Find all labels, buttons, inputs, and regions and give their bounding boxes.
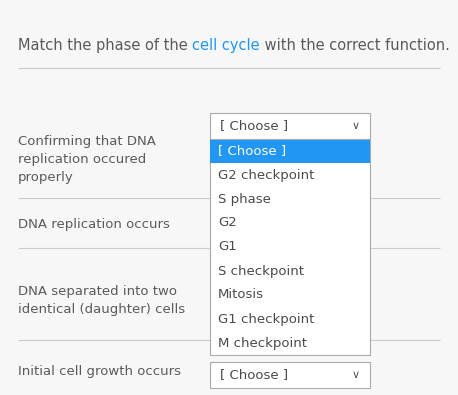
Text: Mitosis: Mitosis bbox=[218, 288, 264, 301]
Text: Match the phase of the: Match the phase of the bbox=[18, 38, 192, 53]
Text: Initial cell growth occurs: Initial cell growth occurs bbox=[18, 365, 181, 378]
Text: with the correct function.: with the correct function. bbox=[260, 38, 450, 53]
Text: G2: G2 bbox=[218, 216, 237, 229]
Text: M checkpoint: M checkpoint bbox=[218, 337, 307, 350]
Text: S checkpoint: S checkpoint bbox=[218, 265, 304, 278]
Text: G1 checkpoint: G1 checkpoint bbox=[218, 312, 314, 325]
Text: DNA separated into two
identical (daughter) cells: DNA separated into two identical (daught… bbox=[18, 285, 185, 316]
Bar bbox=[210, 139, 370, 355]
Bar bbox=[210, 139, 370, 163]
Text: ∨: ∨ bbox=[352, 370, 360, 380]
Bar bbox=[210, 362, 370, 388]
Text: DNA replication occurs: DNA replication occurs bbox=[18, 218, 170, 231]
Text: [ Choose ]: [ Choose ] bbox=[220, 120, 288, 132]
Text: Confirming that DNA
replication occured
properly: Confirming that DNA replication occured … bbox=[18, 135, 156, 184]
Text: ∨: ∨ bbox=[352, 121, 360, 131]
Text: cell cycle: cell cycle bbox=[192, 38, 260, 53]
Text: G2 checkpoint: G2 checkpoint bbox=[218, 169, 314, 181]
Text: [ Choose ]: [ Choose ] bbox=[218, 145, 286, 158]
Text: S phase: S phase bbox=[218, 192, 271, 205]
Text: [ Choose ]: [ Choose ] bbox=[220, 369, 288, 382]
Bar bbox=[210, 113, 370, 139]
Text: G1: G1 bbox=[218, 241, 237, 254]
